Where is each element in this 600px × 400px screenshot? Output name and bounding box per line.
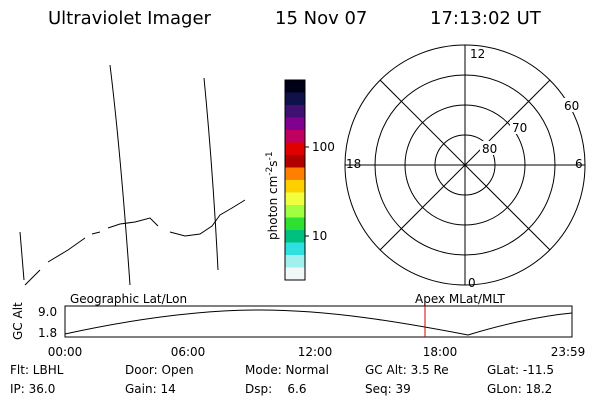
x-tick-label: 12:00: [298, 345, 333, 359]
y-tick-label: 9.0: [38, 305, 57, 319]
colorbar-frame: [284, 79, 306, 281]
coastline: [24, 199, 246, 286]
status-field: Flt: LBHL: [10, 363, 64, 377]
x-tick-label: 00:00: [48, 345, 83, 359]
mlt-line: [379, 79, 551, 251]
color-step: [285, 242, 305, 256]
status-field: GC Alt: 3.5 Re: [365, 363, 449, 377]
label-bg: [480, 141, 500, 155]
color-step: [285, 192, 305, 206]
status-field: Door: Open: [125, 363, 194, 377]
color-step: [285, 117, 305, 131]
label-bg: [510, 120, 530, 134]
x-tick-label: 18:00: [423, 345, 458, 359]
colorbar-tick: 100: [312, 140, 335, 154]
x-tick-label: 06:00: [171, 345, 206, 359]
mlt-label: 12: [470, 47, 485, 61]
meridian: [109, 64, 131, 286]
map-panel: [19, 64, 246, 286]
timeline-label: Apex MLat/MLT: [415, 292, 505, 306]
y-tick-label: 1.8: [38, 326, 57, 340]
color-step: [285, 105, 305, 118]
color-step: [285, 255, 305, 268]
mlt-label: 0: [468, 276, 476, 290]
color-step: [285, 130, 305, 143]
color-step: [285, 205, 305, 218]
polar-grid: [344, 44, 586, 286]
color-step: [285, 142, 305, 156]
mlt-label: 6: [575, 157, 583, 171]
color-step: [285, 155, 305, 168]
meridian: [19, 231, 25, 281]
colorbar: [285, 80, 305, 281]
status-field: Gain: 14: [125, 382, 176, 396]
status-panel: Flt: LBHL Door: Open Mode: Normal GC Alt: 3…: [10, 363, 554, 396]
x-ticks: 00:00 06:00 12:00 18:00 23:59: [48, 345, 586, 359]
x-tick-label: 23:59: [551, 345, 586, 359]
status-field: Dsp: 6.6: [245, 382, 307, 396]
colorbar-unit: photon cm-2s-1: [265, 151, 280, 240]
status-field: GLat: -11.5: [487, 363, 554, 377]
status-field: Mode: Normal: [245, 363, 329, 377]
unit-exp: -1: [265, 151, 275, 160]
lat-label: 70: [512, 121, 527, 135]
timeline-frame: [64, 305, 573, 338]
unit: photon cm: [266, 176, 280, 240]
unit: s: [266, 160, 280, 166]
lat-label: 60: [564, 99, 579, 113]
status-field: Seq: 39: [365, 382, 411, 396]
color-step: [285, 267, 305, 281]
color-step: [285, 167, 305, 181]
timeline-y-label: GC Alt: [11, 302, 25, 340]
label-bg: [562, 98, 582, 112]
color-step: [285, 80, 305, 93]
color-step: [285, 217, 305, 231]
unit-exp: -2: [265, 167, 275, 176]
color-step: [285, 230, 305, 243]
color-step: [285, 92, 305, 106]
meridian: [203, 77, 219, 271]
altitude-curve: [64, 309, 573, 336]
status-field: GLon: 18.2: [487, 382, 552, 396]
title: Ultraviolet Imager: [48, 8, 212, 29]
date: 15 Nov 07: [275, 8, 367, 29]
timeline-label: Geographic Lat/Lon: [70, 292, 187, 306]
status-field: IP: 36.0: [10, 382, 55, 396]
mlt-label: 18: [346, 157, 361, 171]
color-step: [285, 180, 305, 193]
lat-label: 80: [482, 142, 497, 156]
colorbar-tick: 10: [312, 229, 327, 243]
time: 17:13:02 UT: [430, 8, 542, 29]
